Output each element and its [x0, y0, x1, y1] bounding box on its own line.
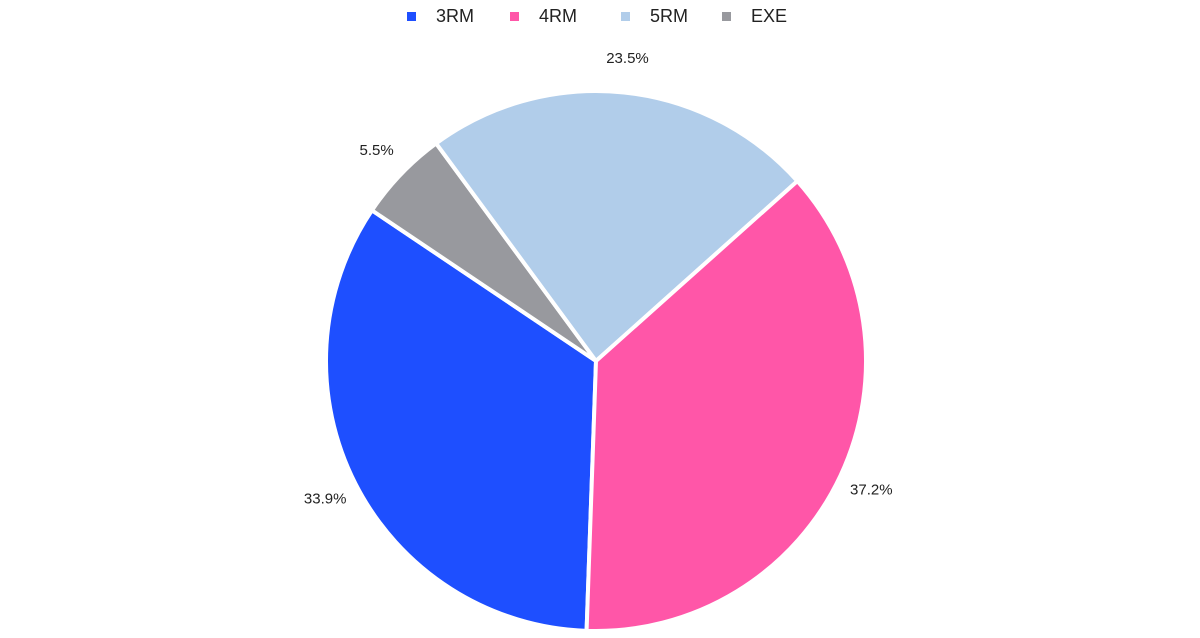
legend-swatch: [722, 12, 731, 21]
data-label-4rm: 37.2%: [850, 482, 893, 499]
legend-item-5rm[interactable]: 5RM: [621, 6, 688, 26]
data-label-exe: 5.5%: [359, 142, 393, 159]
legend-item-4rm[interactable]: 4RM: [510, 6, 577, 26]
legend-label: EXE: [751, 6, 787, 26]
legend-label: 3RM: [436, 6, 474, 26]
legend: 3RM 4RM 5RM EXE: [407, 6, 787, 26]
legend-swatch: [510, 12, 519, 21]
data-label-5rm: 23.5%: [606, 50, 649, 67]
pie-slice-4rm[interactable]: [584, 179, 868, 633]
pie-slices: [324, 89, 868, 633]
legend-item-3rm[interactable]: 3RM: [407, 6, 474, 26]
pie-slice-5rm[interactable]: [434, 89, 800, 363]
data-label-3rm: 33.9%: [304, 491, 347, 508]
legend-item-exe[interactable]: EXE: [722, 6, 787, 26]
legend-swatch: [407, 12, 416, 21]
legend-label: 5RM: [650, 6, 688, 26]
pie-slice-3rm[interactable]: [324, 208, 598, 633]
legend-swatch: [621, 12, 630, 21]
data-labels: 33.9% 5.5% 23.5% 37.2%: [304, 50, 893, 508]
legend-label: 4RM: [539, 6, 577, 26]
